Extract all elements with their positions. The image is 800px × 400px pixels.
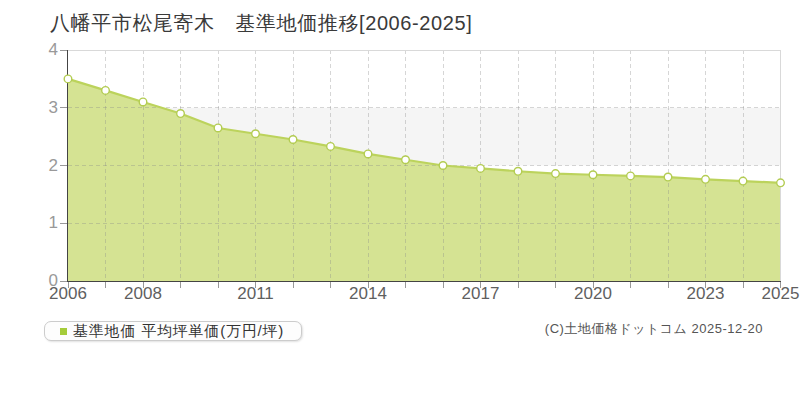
data-point-marker xyxy=(777,179,785,187)
data-point-marker xyxy=(552,170,560,178)
copyright: (C)土地価格ドットコム 2025-12-20 xyxy=(545,320,763,338)
land-price-area-chart: 0123420062008201120142017202020232025 xyxy=(0,0,800,315)
data-point-marker xyxy=(139,98,147,106)
data-point-marker xyxy=(439,162,447,170)
x-axis-label: 2008 xyxy=(124,284,162,303)
data-point-marker xyxy=(514,167,522,175)
x-axis-label: 2017 xyxy=(462,284,500,303)
data-point-marker xyxy=(102,87,110,95)
data-point-marker xyxy=(589,171,597,179)
data-point-marker xyxy=(177,110,185,118)
x-axis-label: 2006 xyxy=(49,284,87,303)
x-axis-label: 2011 xyxy=(237,284,274,303)
x-axis-label: 2014 xyxy=(349,284,387,303)
y-axis-label: 4 xyxy=(49,40,58,59)
data-point-marker xyxy=(739,177,747,185)
legend-label: 基準地価 平均坪単価(万円/坪) xyxy=(73,322,284,341)
x-axis-label: 2025 xyxy=(762,284,800,303)
legend-marker-icon xyxy=(60,328,67,335)
data-point-marker xyxy=(664,173,672,181)
data-point-marker xyxy=(477,165,485,173)
data-point-marker xyxy=(702,176,710,184)
data-point-marker xyxy=(214,124,222,132)
x-axis-label: 2020 xyxy=(574,284,612,303)
data-point-marker xyxy=(364,150,372,158)
data-point-marker xyxy=(252,130,260,138)
y-axis-label: 1 xyxy=(49,213,58,232)
data-point-marker xyxy=(327,143,335,151)
legend: 基準地価 平均坪単価(万円/坪) xyxy=(44,321,302,341)
y-axis-label: 3 xyxy=(49,98,58,117)
x-axis-label: 2023 xyxy=(687,284,725,303)
data-point-marker xyxy=(289,136,297,144)
y-axis-label: 2 xyxy=(49,156,58,175)
data-point-marker xyxy=(627,172,635,180)
data-point-marker xyxy=(64,75,72,83)
data-point-marker xyxy=(402,156,410,164)
